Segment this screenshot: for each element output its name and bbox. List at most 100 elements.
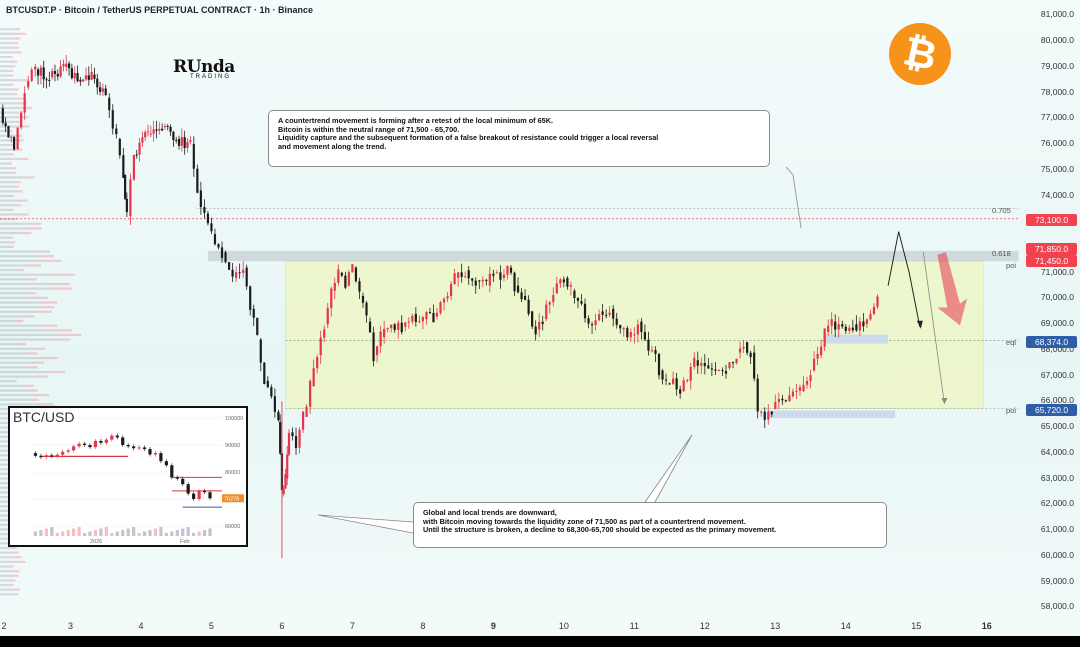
volume-profile-bar xyxy=(0,102,19,105)
inset-volume-bar xyxy=(132,527,136,536)
inset-candle xyxy=(33,453,38,456)
candle-body xyxy=(545,304,548,320)
volume-profile-bar xyxy=(0,51,16,54)
candle-body xyxy=(516,285,520,293)
volume-profile-bar xyxy=(26,398,39,401)
price-tag-71450: 71,450.0 xyxy=(1026,255,1077,267)
inset-y-tick: 100000 xyxy=(225,416,243,422)
inset-candle xyxy=(44,455,48,458)
time-axis-label: 5 xyxy=(208,621,214,631)
volume-profile-bar xyxy=(9,153,15,156)
candle-body xyxy=(795,390,798,392)
inset-volume-bar xyxy=(39,530,43,536)
volume-profile-bar xyxy=(0,500,11,503)
annotation-bottom-line: Global and local trends are downward, xyxy=(423,508,557,517)
volume-profile-bar xyxy=(11,380,17,383)
volume-profile-bar xyxy=(0,259,43,262)
candle-body xyxy=(358,281,361,292)
volume-profile-bar xyxy=(9,83,14,86)
candle-body xyxy=(548,302,551,305)
candle-body xyxy=(661,370,664,380)
price-axis-label: 61,000.0 xyxy=(1040,524,1074,535)
time-axis-label: 12 xyxy=(699,621,710,631)
volume-profile-bar xyxy=(0,556,15,559)
volume-profile-bar xyxy=(0,477,15,480)
candle-body xyxy=(657,353,661,376)
candle-body xyxy=(742,346,745,349)
volume-profile-bar xyxy=(11,60,18,63)
candle-body xyxy=(252,308,255,318)
volume-profile-bar xyxy=(12,574,19,577)
inset-candle xyxy=(181,478,185,485)
candle-body xyxy=(273,396,276,412)
inset-candle xyxy=(142,447,147,450)
candle-body xyxy=(390,324,393,329)
volume-profile-bar xyxy=(23,315,35,318)
inset-volume-bar xyxy=(197,531,201,536)
candle-body xyxy=(192,144,195,169)
annotation-bottom-line: Until the structure is broken, a decline… xyxy=(423,525,777,535)
volume-profile-bar xyxy=(0,523,12,526)
time-axis-label: 3 xyxy=(67,621,73,631)
candle-body xyxy=(96,78,99,88)
candle-body xyxy=(421,317,424,322)
volume-profile-bar xyxy=(0,482,11,485)
projection-down-line xyxy=(922,252,945,405)
candle-body xyxy=(98,87,102,92)
candle-body xyxy=(73,72,76,79)
candle-body xyxy=(439,302,442,313)
candle-body xyxy=(724,371,728,374)
volume-profile-bar xyxy=(0,92,12,96)
volume-profile-bar xyxy=(19,213,29,216)
candle-body xyxy=(122,155,125,178)
inset-candle xyxy=(88,445,92,448)
candle-body xyxy=(485,279,488,281)
candle-body xyxy=(710,368,713,370)
candle-body xyxy=(309,380,312,407)
candle-body xyxy=(844,326,847,331)
candle-body xyxy=(242,269,245,273)
candle-body xyxy=(161,128,164,131)
candle-body xyxy=(118,138,121,156)
volume-profile-bar xyxy=(10,579,16,582)
price-axis-label: 65,000.0 xyxy=(1040,421,1074,432)
candle-body xyxy=(820,346,823,356)
volume-profile-bar xyxy=(25,352,38,355)
candle-body xyxy=(82,79,85,82)
inset-candle xyxy=(132,446,136,449)
candle-body xyxy=(583,303,587,319)
candle-body xyxy=(282,488,285,495)
volume-profile-bar xyxy=(17,32,26,35)
candle-body xyxy=(30,69,33,81)
volume-profile-bar xyxy=(0,83,10,86)
volume-profile-bar xyxy=(24,292,36,295)
candle-body xyxy=(404,322,407,327)
volume-profile-bar xyxy=(0,79,20,82)
inset-x-tick: Feb xyxy=(180,539,189,545)
volume-profile-bar xyxy=(0,97,18,100)
candle-body xyxy=(347,272,350,286)
candle-body xyxy=(598,314,601,321)
volume-profile-bar xyxy=(12,42,19,45)
volume-profile-bar xyxy=(0,370,45,374)
candle-body xyxy=(79,79,82,82)
eql-label: eql xyxy=(1006,338,1017,347)
candle-body xyxy=(812,358,816,371)
inset-y-tick: 60000 xyxy=(225,524,240,530)
inset-volume-bar xyxy=(77,527,81,536)
candle-body xyxy=(249,286,252,310)
volume-profile-bar xyxy=(0,268,17,272)
inset-candle xyxy=(208,492,212,499)
volume-profile-bar xyxy=(0,42,13,45)
volume-profile-bar xyxy=(0,338,49,341)
volume-profile-bar xyxy=(11,92,18,96)
volume-profile-bar xyxy=(0,505,15,508)
volume-profile-bar xyxy=(9,194,14,198)
volume-profile-bar xyxy=(0,218,12,221)
inset-volume-bar xyxy=(192,533,196,536)
volume-profile-bar xyxy=(39,324,58,327)
candle-body xyxy=(146,131,150,133)
candle-body xyxy=(286,454,289,479)
candle-body xyxy=(633,334,636,336)
volume-profile-bar xyxy=(0,162,9,165)
